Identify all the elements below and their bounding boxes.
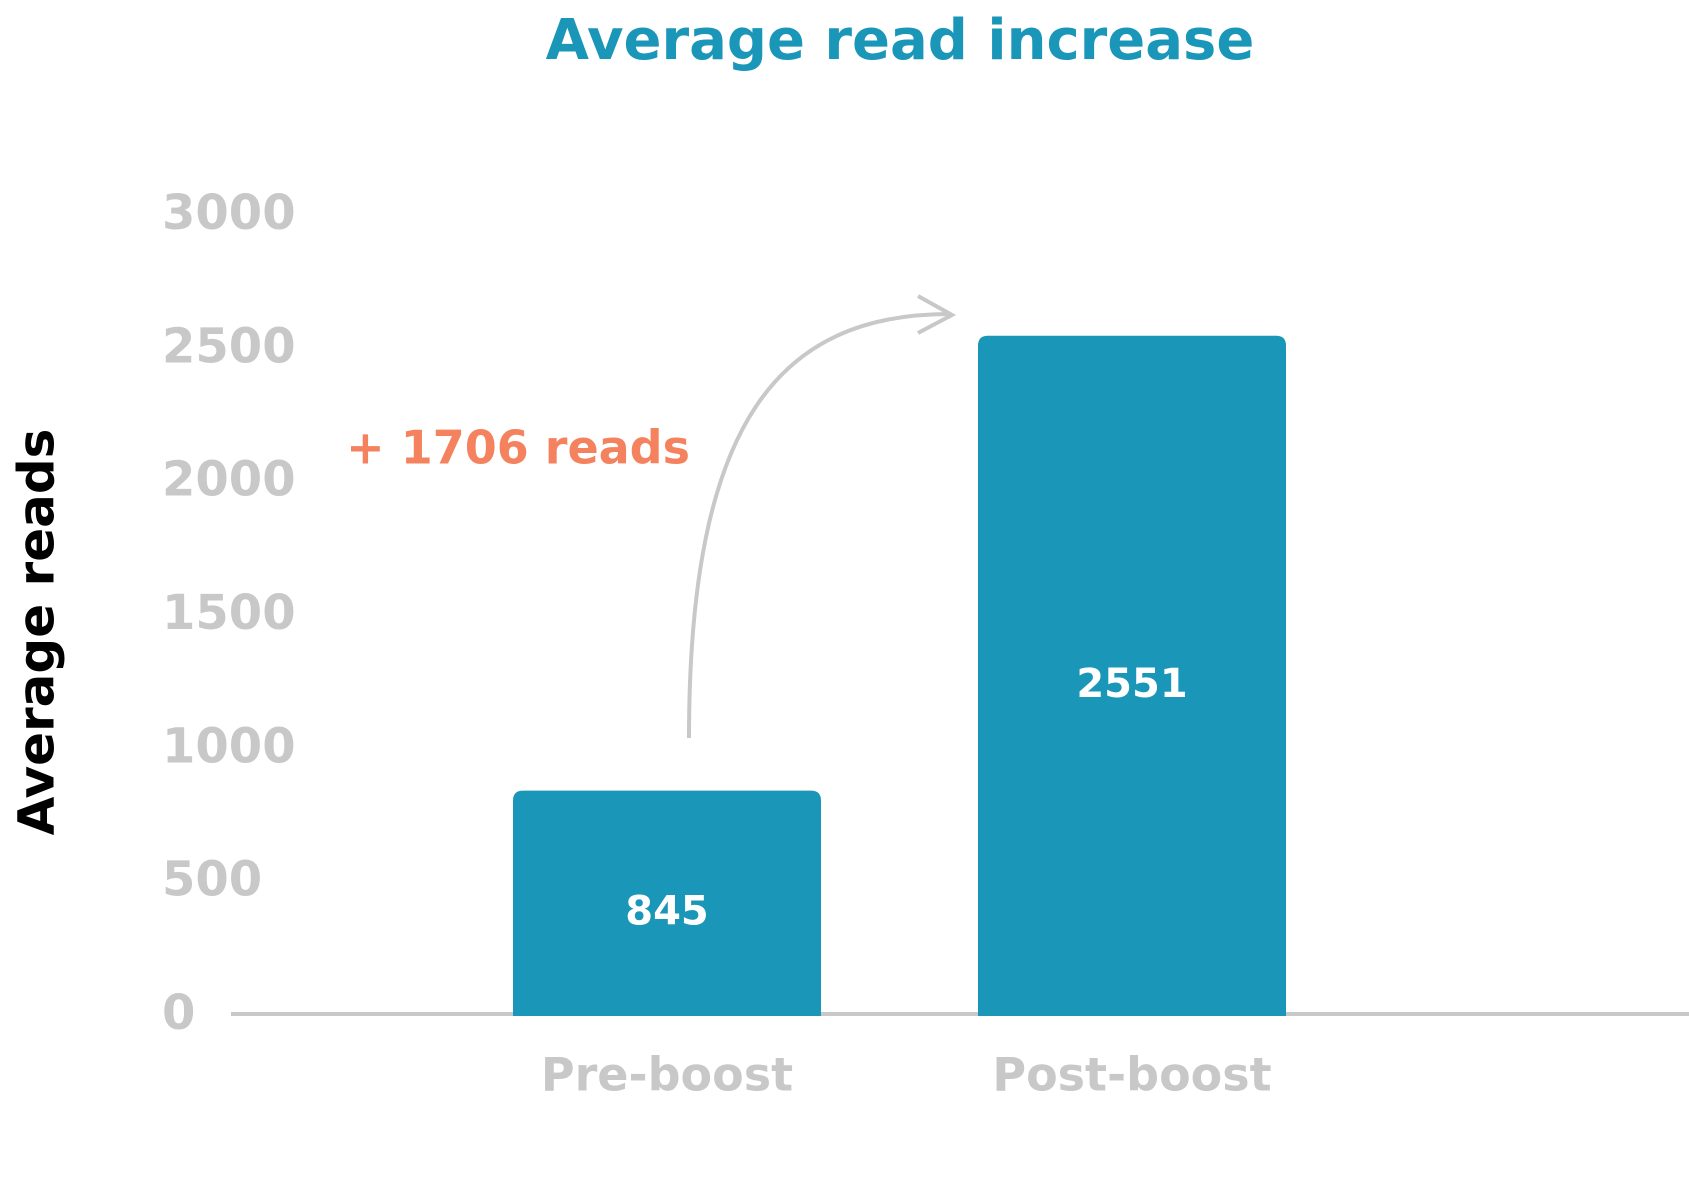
y-tick-label: 1000 (162, 718, 296, 774)
chart-title: Average read increase (546, 8, 1255, 73)
data-label: 845 (625, 888, 709, 934)
data-label: 2551 (1076, 661, 1187, 707)
y-axis-label: Average reads (8, 429, 66, 836)
arrow (687, 312, 951, 739)
y-tick-label: 1500 (162, 585, 296, 641)
y-tick-label: 2000 (162, 452, 296, 508)
annotation: + 1706 reads (346, 421, 690, 475)
x-tick-label: Pre-boost (541, 1048, 793, 1102)
y-tick-label: 500 (162, 852, 262, 908)
arrow-head (917, 294, 957, 335)
bar (978, 335, 1286, 1016)
y-tick-label: 0 (162, 985, 195, 1041)
y-tick-label: 3000 (162, 185, 296, 241)
y-tick-label: 2500 (162, 318, 296, 374)
x-tick-label: Post-boost (992, 1048, 1271, 1102)
bar (513, 790, 821, 1016)
